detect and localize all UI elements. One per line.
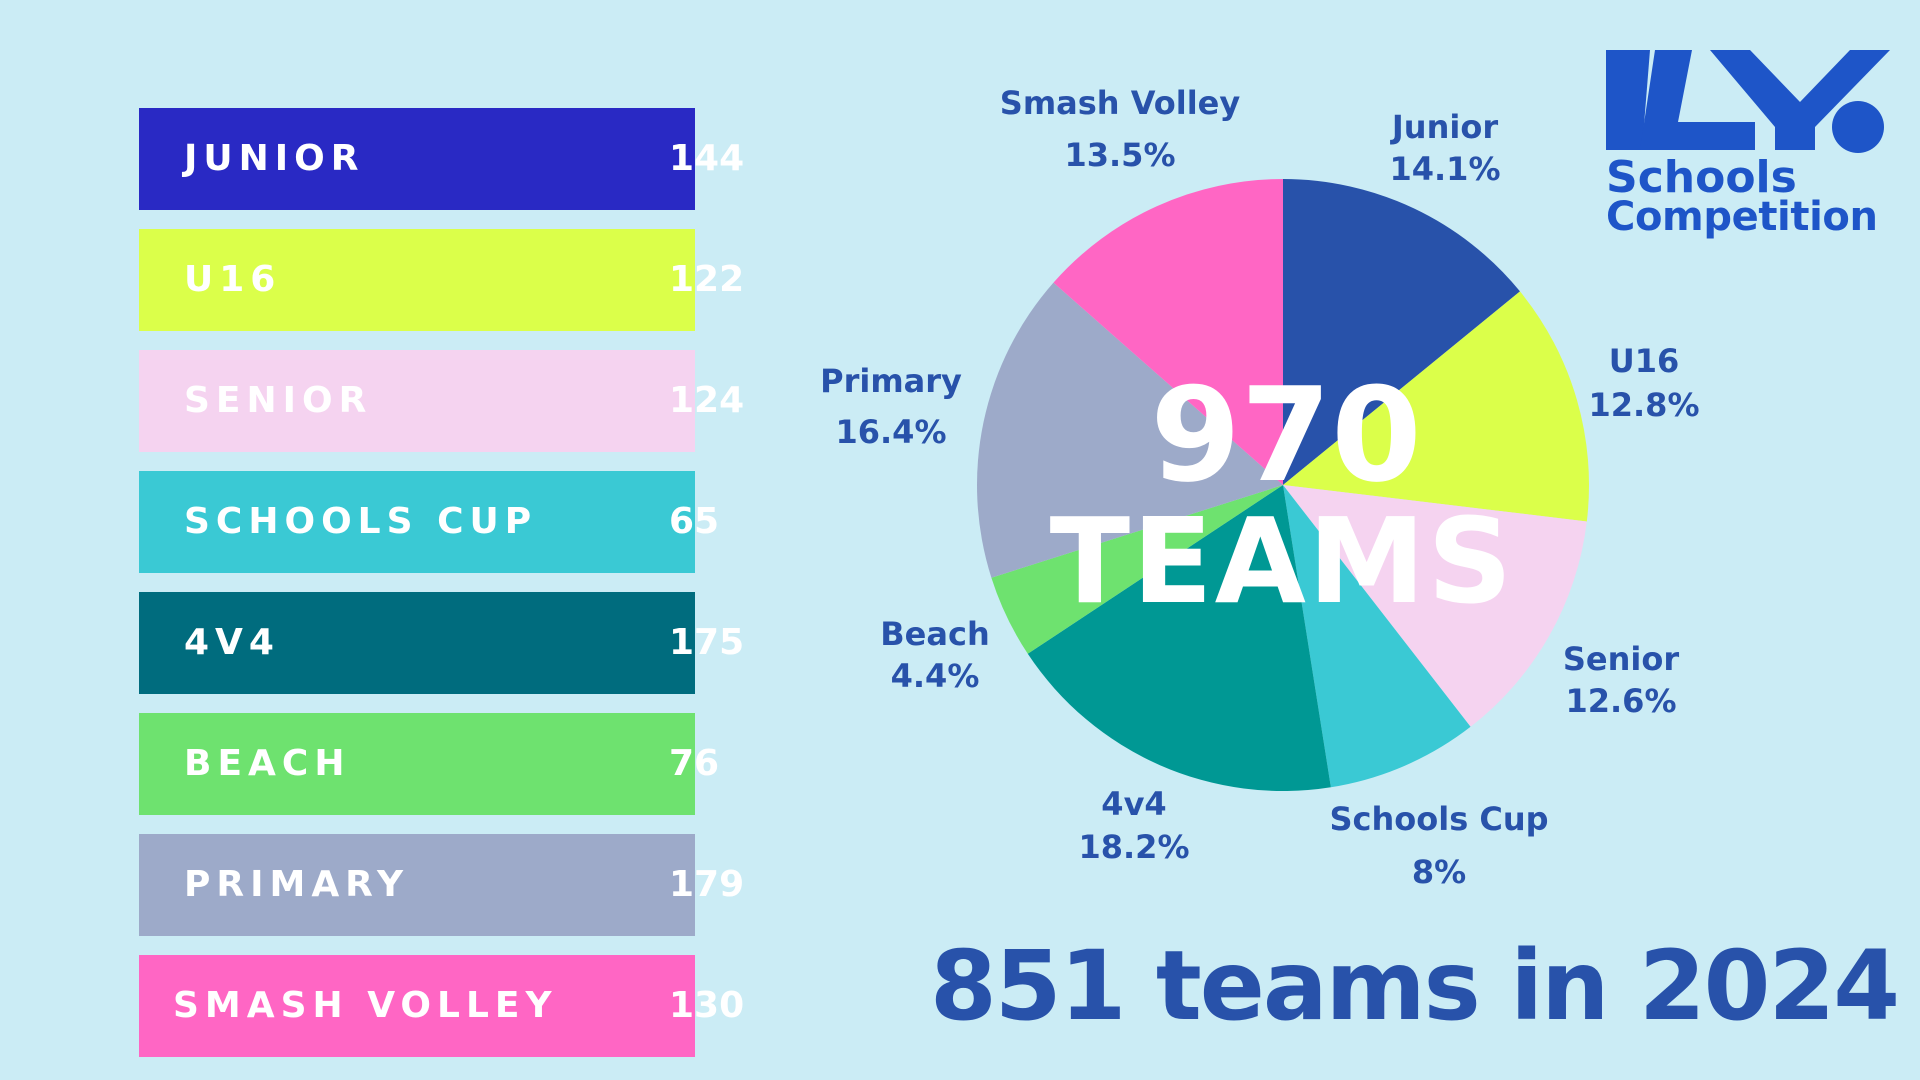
legend-bar-value: 76 xyxy=(669,743,720,784)
legend-bar-primary: PRIMARY 179 xyxy=(139,834,744,936)
legend-bar-value: 130 xyxy=(669,985,745,1026)
pie-label-percent: 14.1% xyxy=(1389,150,1500,188)
pie-label-percent: 8% xyxy=(1412,853,1466,891)
legend-bar-value: 124 xyxy=(669,380,745,421)
pie-slice-4v4 xyxy=(1027,485,1331,791)
legend-bar-senior: SENIOR 124 xyxy=(139,350,744,452)
pie-label-percent: 12.6% xyxy=(1565,682,1676,720)
pie-label-name: U16 xyxy=(1609,342,1680,380)
legend-bar-label: SMASH VOLLEY xyxy=(173,985,558,1026)
pie-label-name: 4v4 xyxy=(1101,785,1166,823)
legend-bar-label: JUNIOR xyxy=(184,138,365,179)
legend-bar-value: 179 xyxy=(669,864,745,905)
pie-label-percent: 12.8% xyxy=(1588,386,1699,424)
legend-bar-4v4: 4V4 175 xyxy=(139,592,744,694)
pie-slice-smash-volley xyxy=(1053,179,1283,485)
pie-label-percent: 13.5% xyxy=(1064,136,1175,174)
pie-slice-senior xyxy=(1283,485,1587,727)
pie-label-name: Senior xyxy=(1563,640,1679,678)
legend-bar-label: 4V4 xyxy=(184,622,280,663)
legend-bar-value: 175 xyxy=(669,622,745,663)
footer-headline: 851 teams in 2024 xyxy=(930,930,1900,1042)
legend-bar-u16: U16 122 xyxy=(139,229,744,331)
pie-label-percent: 18.2% xyxy=(1078,828,1189,866)
legend-bar-label: U16 xyxy=(184,259,282,300)
logo-line1: Schools xyxy=(1606,152,1797,203)
pie-slice-u16 xyxy=(1283,291,1589,522)
pie-label-name: Beach xyxy=(880,615,989,653)
logo-line2: Competition xyxy=(1606,194,1878,240)
legend-bar-beach: BEACH 76 xyxy=(139,713,719,815)
center-unit: TEAMS xyxy=(1050,492,1515,630)
legend-bar-label: PRIMARY xyxy=(184,864,410,905)
pie-label-name: Junior xyxy=(1390,108,1498,146)
legend-bar-value: 144 xyxy=(669,138,745,179)
pie-label-name: Primary xyxy=(820,362,962,400)
pie-slice-beach xyxy=(991,485,1283,654)
legend-bar-smash-volley: SMASH VOLLEY 130 xyxy=(139,955,744,1057)
legend-bar-junior: JUNIOR 144 xyxy=(139,108,744,210)
legend-bar-label: SENIOR xyxy=(184,380,373,421)
legend-bar-value: 122 xyxy=(669,259,745,300)
pie-slice-schools-cup xyxy=(1283,485,1471,788)
pie-slice-junior xyxy=(1283,179,1520,485)
pie-label-name: Smash Volley xyxy=(1000,84,1241,122)
pie-label-percent: 16.4% xyxy=(835,413,946,451)
center-total: 970 xyxy=(1150,359,1421,511)
pie-label-percent: 4.4% xyxy=(891,657,980,695)
legend-bar-label: SCHOOLS CUP xyxy=(184,501,538,542)
pie-slice-primary xyxy=(977,282,1283,578)
legend-bar-label: BEACH xyxy=(184,743,351,784)
pie-label-name: Schools Cup xyxy=(1329,800,1548,838)
legend-bar-value: 65 xyxy=(669,501,720,542)
logo: Schools Competition xyxy=(1606,50,1890,240)
legend-bar-schools-cup: SCHOOLS CUP 65 xyxy=(139,471,719,573)
